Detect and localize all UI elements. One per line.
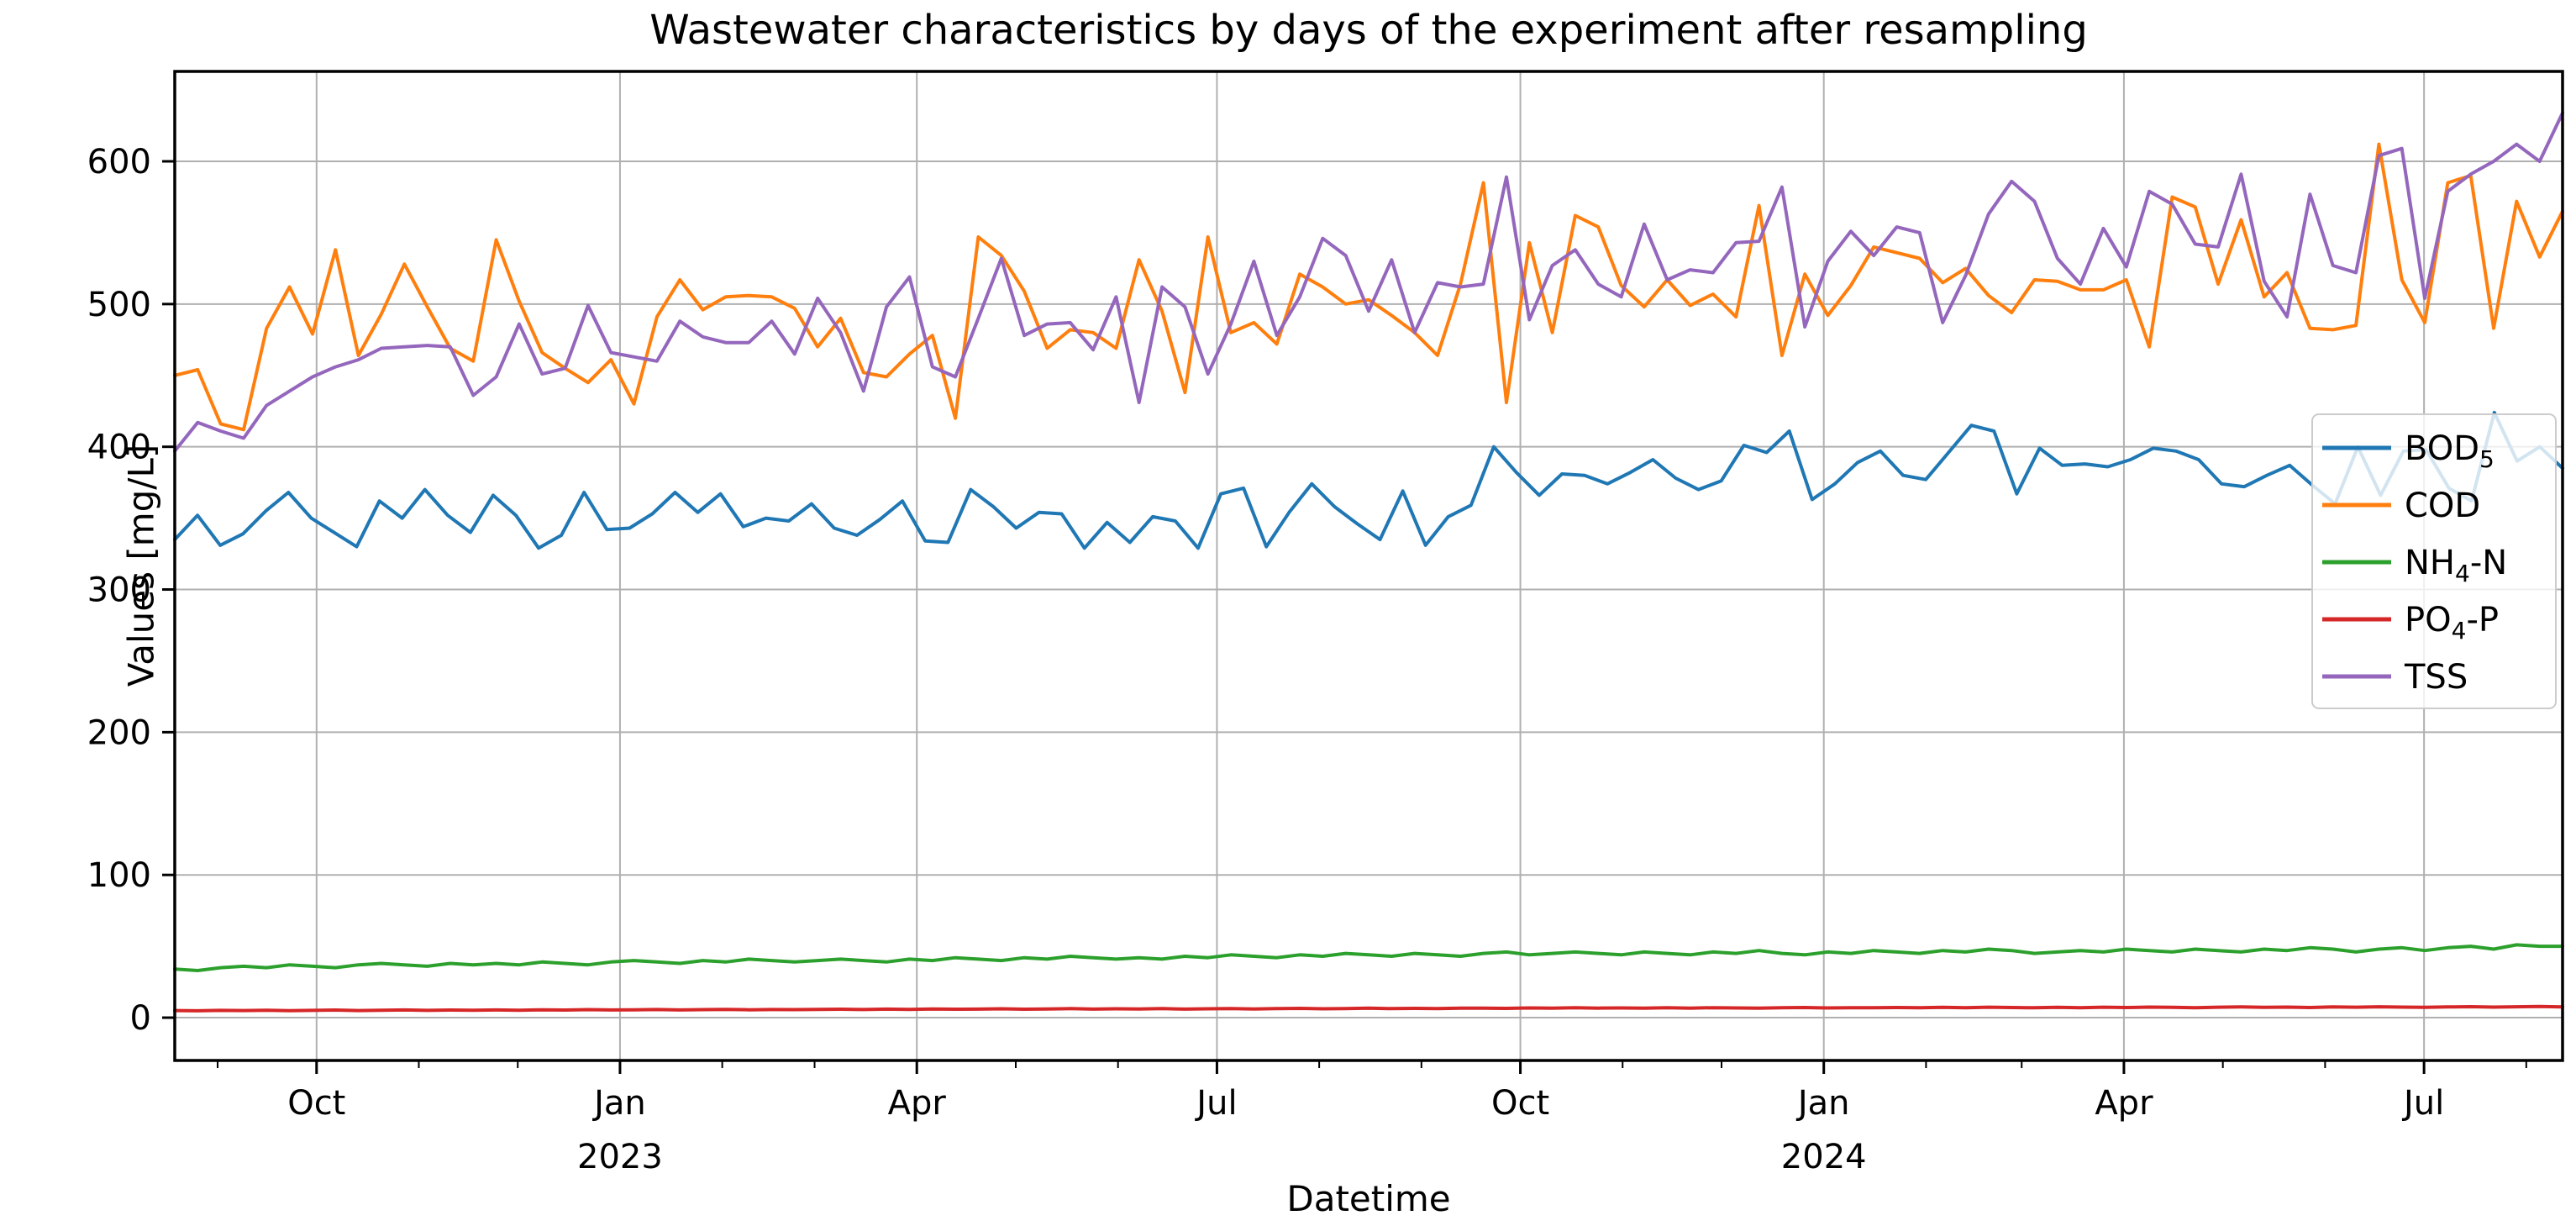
x-tick-label: Jul — [2401, 1084, 2444, 1123]
series-bod5 — [173, 410, 2564, 550]
legend-label-nh4-n: NH4-N — [2405, 544, 2507, 587]
y-tick-label: 0 — [130, 999, 151, 1038]
y-tick-label: 200 — [87, 713, 151, 752]
x-tick-label: Oct — [287, 1084, 345, 1123]
y-tick-label: 500 — [87, 286, 151, 324]
y-tick-label: 100 — [87, 856, 151, 895]
x-tick-year-label: 2024 — [1781, 1138, 1867, 1176]
series-po4-p — [173, 1004, 2564, 1013]
x-tick-label: Jan — [1795, 1084, 1850, 1123]
x-tick-label: Oct — [1491, 1084, 1549, 1123]
legend-label-tss: TSS — [2404, 658, 2468, 697]
series-tss — [173, 111, 2564, 453]
series-nh4-n — [173, 943, 2564, 972]
y-tick-label: 300 — [87, 571, 151, 610]
x-tick-label: Apr — [2095, 1084, 2153, 1123]
axes-spines — [173, 70, 2564, 1062]
x-tick-label: Jul — [1194, 1084, 1237, 1123]
legend-label-cod: COD — [2405, 487, 2480, 525]
x-tick-label: Apr — [888, 1084, 947, 1123]
series-cod — [173, 142, 2564, 432]
x-tick-year-label: 2023 — [577, 1138, 663, 1176]
chart-title: Wastewater characteristics by days of th… — [649, 7, 2088, 54]
x-axis-label: Datetime — [1286, 1178, 1451, 1219]
legend-box — [2311, 413, 2557, 709]
legend-label-po4-p: PO4-P — [2405, 601, 2499, 645]
legend-label-bod5: BOD5 — [2405, 429, 2495, 473]
y-tick-label: 600 — [87, 143, 151, 182]
y-axis-label: Values [mg/L] — [120, 444, 162, 687]
x-tick-label: Jan — [591, 1084, 646, 1123]
y-tick-label: 400 — [87, 429, 151, 467]
